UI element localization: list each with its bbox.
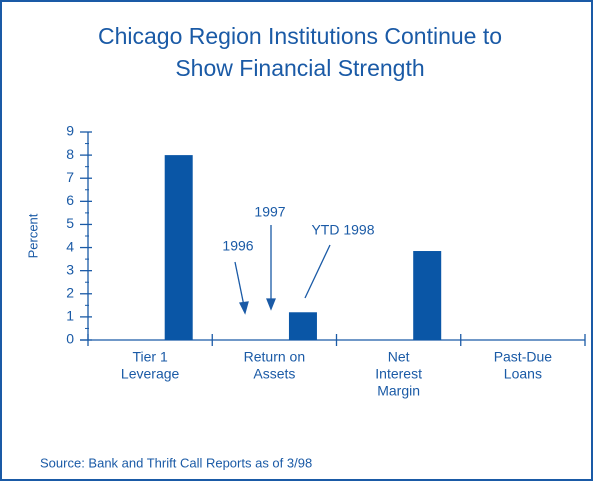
x-tick-label: Margin <box>377 383 420 399</box>
bar <box>288 312 317 340</box>
y-tick-label: 0 <box>66 331 74 347</box>
x-tick-label: Loans <box>504 366 542 382</box>
bar <box>413 251 442 340</box>
annotation: 1996 <box>222 238 253 254</box>
y-tick-label: 8 <box>66 146 74 162</box>
x-tick-label: Return on <box>244 349 305 365</box>
y-tick-label: 9 <box>66 123 74 139</box>
y-tick-label: 7 <box>66 169 74 185</box>
source-note: Source: Bank and Thrift Call Reports as … <box>40 455 312 470</box>
x-tick-label: Net <box>388 349 410 365</box>
y-tick-label: 2 <box>66 284 74 300</box>
y-tick-label: 6 <box>66 192 74 208</box>
y-tick-label: 4 <box>66 238 74 254</box>
y-tick-label: 5 <box>66 215 74 231</box>
x-tick-label: Past-Due <box>494 349 553 365</box>
x-tick-label: Interest <box>375 366 422 382</box>
chart-title: Show Financial Strength <box>175 55 424 81</box>
x-tick-label: Tier 1 <box>132 349 167 365</box>
annotation: 1997 <box>254 204 285 220</box>
y-tick-label: 1 <box>66 308 74 324</box>
x-tick-label: Assets <box>253 366 295 382</box>
x-tick-label: Leverage <box>121 366 180 382</box>
y-tick-label: 3 <box>66 261 74 277</box>
chart-title: Chicago Region Institutions Continue to <box>98 23 502 49</box>
bar <box>164 155 193 340</box>
y-axis-label: Percent <box>25 213 40 258</box>
annotation: YTD 1998 <box>311 222 374 238</box>
annotation-arrows <box>234 225 331 315</box>
